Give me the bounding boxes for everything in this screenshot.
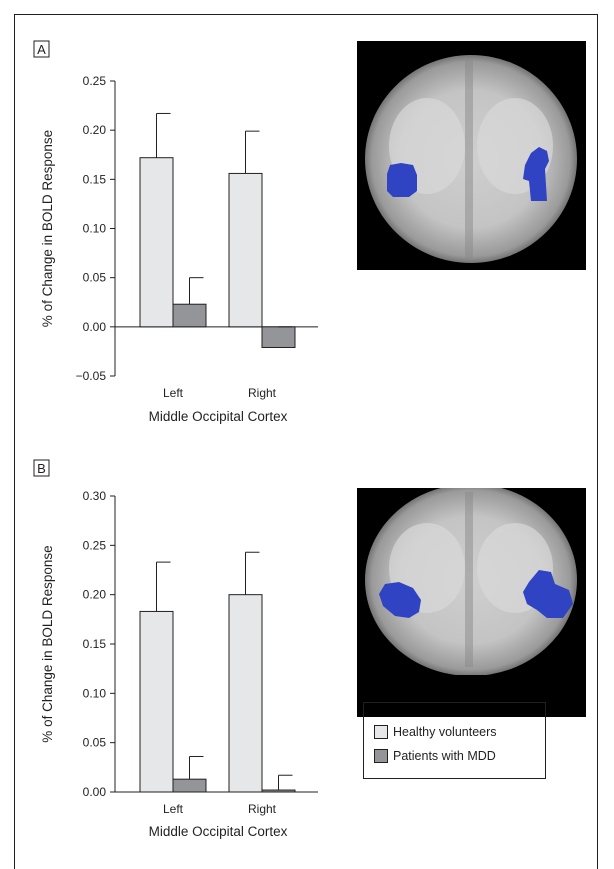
bar-healthy [139, 157, 174, 328]
legend-item-healthy: Healthy volunteers [374, 724, 497, 740]
x-axis-title: Middle Occipital Cortex [149, 409, 288, 424]
bar-healthy [139, 610, 174, 793]
y-tick-label: 0.00 [83, 320, 107, 334]
y-tick-label: 0.10 [83, 686, 107, 700]
bar-patients [261, 789, 296, 793]
brain-activation-image-b [357, 488, 586, 717]
figure-frame [14, 14, 598, 869]
legend: Healthy volunteers Patients with MDD [363, 702, 546, 779]
y-tick-label: 0.10 [83, 222, 107, 236]
x-category-label: Left [163, 386, 184, 400]
legend-label-healthy: Healthy volunteers [393, 725, 497, 739]
y-tick-label: −0.05 [76, 369, 107, 383]
chart-panel-a: A 0.25 0.20 0.15 0.10 0.05 0.00 −0.05 Left Right… [33, 40, 318, 424]
y-tick-label: 0.20 [83, 123, 107, 137]
y-tick-label: 0.05 [83, 736, 107, 750]
y-axis-title: % of Change in BOLD Response [40, 545, 55, 742]
bar-patients [172, 303, 207, 328]
x-axis-title: Middle Occipital Cortex [149, 824, 288, 839]
y-tick-label: 0.20 [83, 588, 107, 602]
bar-patients [261, 326, 296, 348]
x-category-label: Right [248, 386, 277, 400]
y-tick-label: 0.15 [83, 637, 107, 651]
brain-scan-graphic [365, 488, 577, 676]
y-tick-label: 0.25 [83, 538, 107, 552]
legend-swatch-patients [374, 749, 388, 763]
bar-patients [172, 778, 207, 793]
activation-region-right [523, 570, 573, 618]
y-tick-label: 0.00 [83, 785, 107, 799]
legend-label-patients: Patients with MDD [393, 749, 496, 763]
y-tick-label: 0.25 [83, 74, 107, 88]
bar-healthy [228, 172, 263, 328]
x-category-label: Left [163, 802, 184, 816]
activation-region-left [387, 163, 417, 197]
y-tick-label: 0.05 [83, 271, 107, 285]
activation-region-right [523, 147, 549, 201]
panel-label-box [33, 40, 50, 58]
x-category-label: Right [248, 802, 277, 816]
panel-label: A [37, 42, 46, 57]
bar-healthy [228, 594, 263, 793]
y-tick-label: 0.30 [83, 489, 107, 503]
y-axis-title: % of Change in BOLD Response [40, 130, 55, 327]
activation-region-left [379, 582, 421, 618]
brain-scan-graphic [365, 55, 577, 263]
y-tick-label: 0.15 [83, 172, 107, 186]
brain-activation-image-a [357, 41, 586, 270]
panel-label-box [33, 459, 50, 477]
legend-swatch-healthy [374, 725, 388, 739]
panel-label: B [37, 461, 46, 476]
legend-item-patients: Patients with MDD [374, 748, 496, 764]
chart-panel-b: B 0.30 0.25 0.20 0.15 0.10 0.05 0.00 Left Right M… [33, 459, 318, 839]
